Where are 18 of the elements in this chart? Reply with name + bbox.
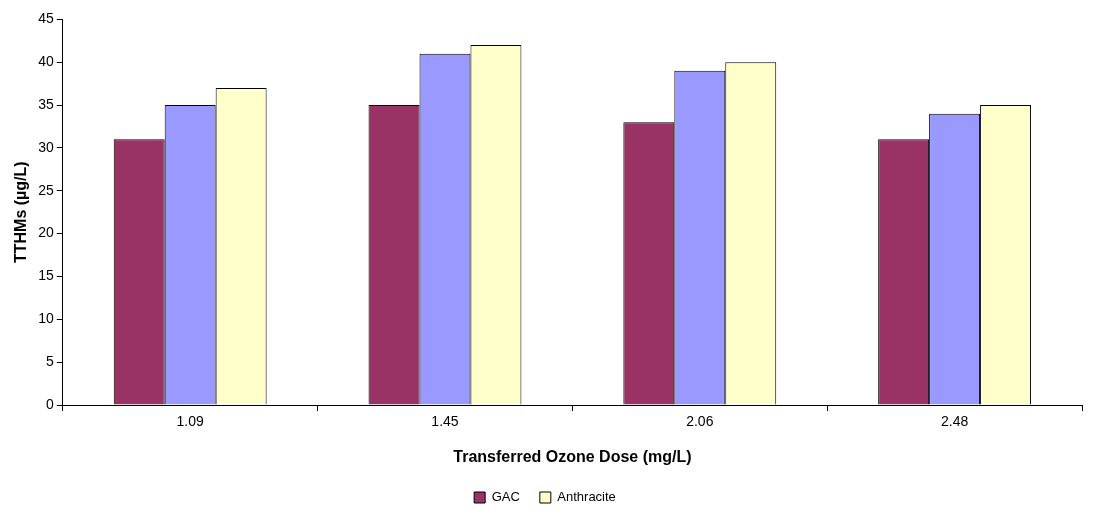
y-tick-label: 40 — [38, 53, 54, 70]
x-tick-label: 1.45 — [431, 413, 459, 430]
y-axis-title: TTHMs (µg/L) — [12, 161, 30, 264]
x-tick-label: 1.09 — [176, 413, 205, 430]
y-tick-label: 25 — [38, 181, 54, 198]
x-tick-label: 2.06 — [686, 413, 714, 430]
y-tick-label: 20 — [38, 224, 54, 241]
y-tick-label: 0 — [45, 395, 54, 412]
x-tick-label: 2.48 — [940, 413, 969, 430]
legend-label: GAC — [491, 489, 520, 505]
y-tick-label: 15 — [38, 267, 54, 284]
y-tick-label: 30 — [38, 138, 54, 155]
x-axis-title: Transferred Ozone Dose (mg/L) — [453, 447, 692, 465]
y-tick-label: 10 — [38, 310, 54, 327]
y-tick-label: 45 — [38, 10, 54, 27]
y-tick-label: 35 — [38, 95, 54, 112]
y-tick-label: 5 — [45, 353, 54, 370]
legend-label: Anthracite — [557, 489, 616, 505]
